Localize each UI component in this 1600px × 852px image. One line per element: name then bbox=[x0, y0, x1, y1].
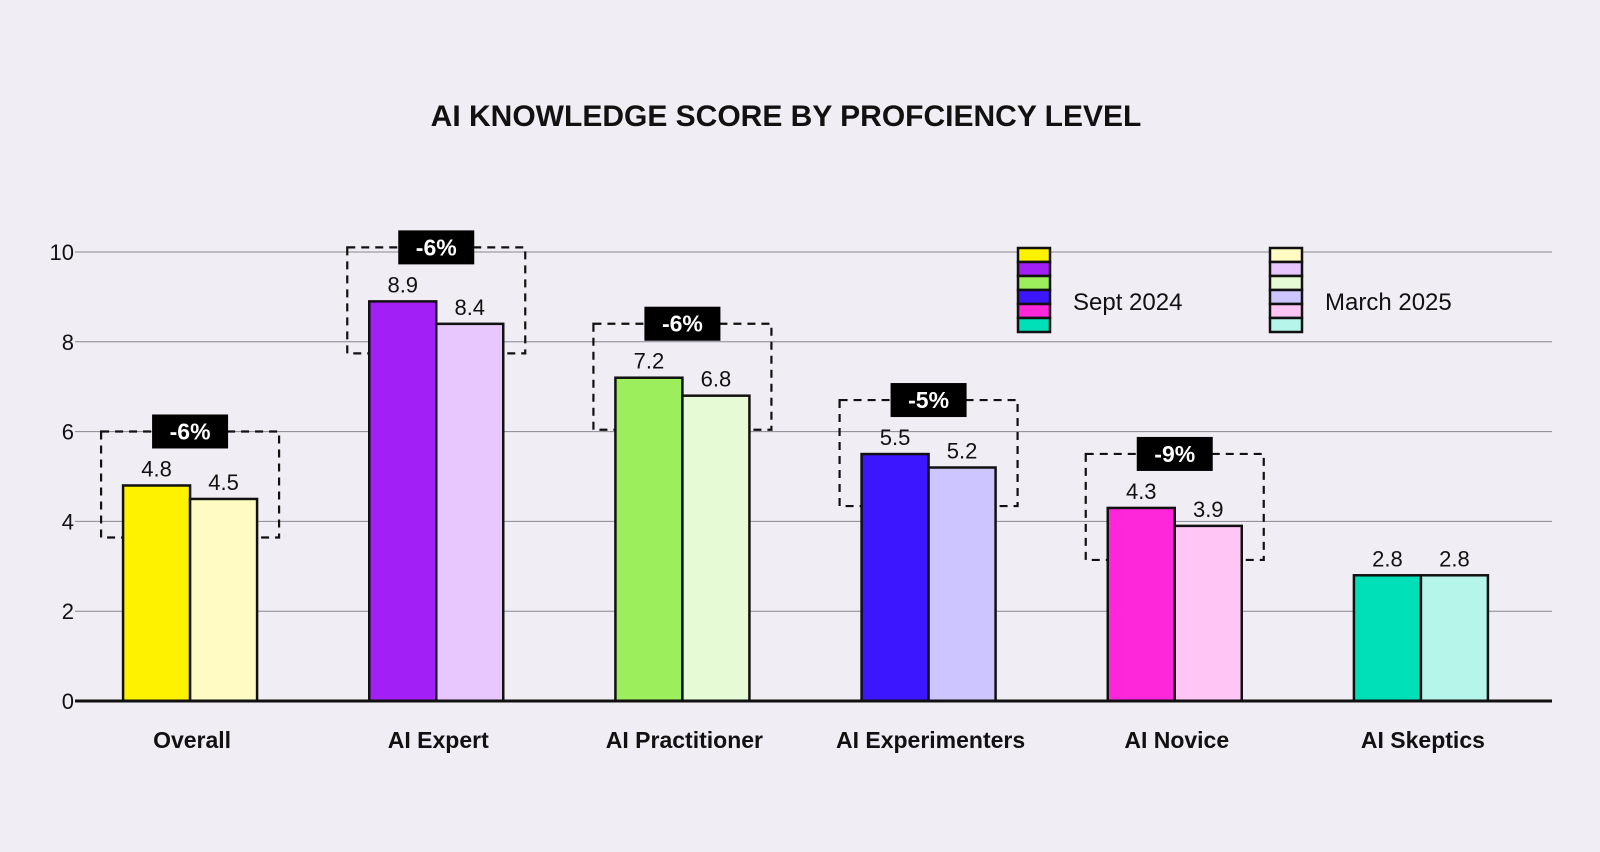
legend-swatch bbox=[1268, 288, 1304, 306]
legend-swatch bbox=[1016, 260, 1052, 278]
legend-label: March 2025 bbox=[1325, 289, 1452, 316]
category-label: AI Expert bbox=[388, 727, 489, 753]
change-badge-label: -9% bbox=[1154, 441, 1195, 467]
legend-swatch bbox=[1268, 302, 1304, 320]
category-labels: Overall AI Expert AI Practitioner AI Experi… bbox=[153, 727, 1485, 753]
y-tick-label: 0 bbox=[62, 689, 74, 714]
value-label: 2.8 bbox=[1372, 546, 1403, 571]
bar-sept-2024 bbox=[368, 300, 438, 703]
gridlines bbox=[75, 251, 1552, 612]
bar-march-2025 bbox=[681, 394, 751, 703]
legend: Sept 2024 March 2025 bbox=[1016, 246, 1452, 334]
category-label: AI Skeptics bbox=[1361, 727, 1485, 753]
bars bbox=[121, 300, 1490, 703]
legend-swatch bbox=[1016, 302, 1052, 320]
change-badge-label: -6% bbox=[662, 311, 703, 337]
legend-swatch bbox=[1268, 246, 1304, 264]
change-badges: -6% -6% -6% -5% -9% bbox=[152, 230, 1213, 471]
bar-march-2025 bbox=[1419, 574, 1490, 703]
category-label: AI Experimenters bbox=[836, 727, 1025, 753]
bar-march-2025 bbox=[435, 322, 505, 703]
bar-march-2025 bbox=[188, 497, 259, 703]
bar-march-2025 bbox=[927, 466, 997, 703]
legend-swatch bbox=[1268, 316, 1304, 334]
y-tick-label: 6 bbox=[62, 420, 74, 445]
value-label: 3.9 bbox=[1193, 497, 1224, 522]
legend-swatch bbox=[1016, 288, 1052, 306]
change-badge-label: -6% bbox=[170, 418, 211, 444]
legend-swatch bbox=[1268, 274, 1304, 292]
bar-sept-2024 bbox=[121, 484, 192, 703]
change-badge bbox=[1136, 436, 1213, 471]
change-badge-label: -6% bbox=[416, 234, 457, 260]
value-label: 8.9 bbox=[387, 272, 418, 297]
change-badge bbox=[890, 383, 967, 418]
category-label: Overall bbox=[153, 727, 231, 753]
value-label: 5.5 bbox=[880, 425, 911, 450]
value-label: 2.8 bbox=[1439, 546, 1470, 571]
change-badge bbox=[152, 414, 229, 449]
category-label: AI Novice bbox=[1124, 727, 1229, 753]
value-label: 5.2 bbox=[947, 439, 978, 464]
category-label: AI Practitioner bbox=[606, 727, 763, 753]
y-tick-label: 10 bbox=[50, 240, 74, 265]
change-badge-label: -5% bbox=[908, 387, 949, 413]
legend-swatch bbox=[1016, 246, 1052, 264]
bar-sept-2024 bbox=[1352, 574, 1423, 703]
bar-sept-2024 bbox=[1106, 506, 1176, 703]
y-tick-label: 2 bbox=[62, 599, 74, 624]
value-label: 7.2 bbox=[634, 349, 665, 374]
value-label: 6.8 bbox=[701, 367, 732, 392]
change-badge bbox=[398, 230, 475, 265]
y-axis-ticks: 0 2 4 6 8 10 bbox=[50, 240, 74, 714]
y-tick-label: 8 bbox=[62, 330, 74, 355]
legend-swatch bbox=[1016, 316, 1052, 334]
value-labels: 4.8 4.5 8.9 8.4 7.2 6.8 5.5 5.2 4.3 3.9 2.8 2.8 bbox=[141, 272, 1469, 571]
value-label: 4.8 bbox=[141, 456, 172, 481]
chart-title: AI KNOWLEDGE SCORE BY PROFCIENCY LEVEL bbox=[431, 100, 1142, 133]
value-label: 4.5 bbox=[208, 470, 239, 495]
bar-march-2025 bbox=[1173, 524, 1243, 703]
change-badge bbox=[644, 306, 721, 341]
legend-label: Sept 2024 bbox=[1073, 289, 1182, 316]
legend-swatch bbox=[1016, 274, 1052, 292]
value-label: 4.3 bbox=[1126, 479, 1157, 504]
bar-sept-2024 bbox=[860, 452, 930, 703]
bar-sept-2024 bbox=[614, 376, 684, 703]
legend-swatch bbox=[1268, 260, 1304, 278]
y-tick-label: 4 bbox=[62, 509, 74, 534]
value-label: 8.4 bbox=[454, 295, 485, 320]
